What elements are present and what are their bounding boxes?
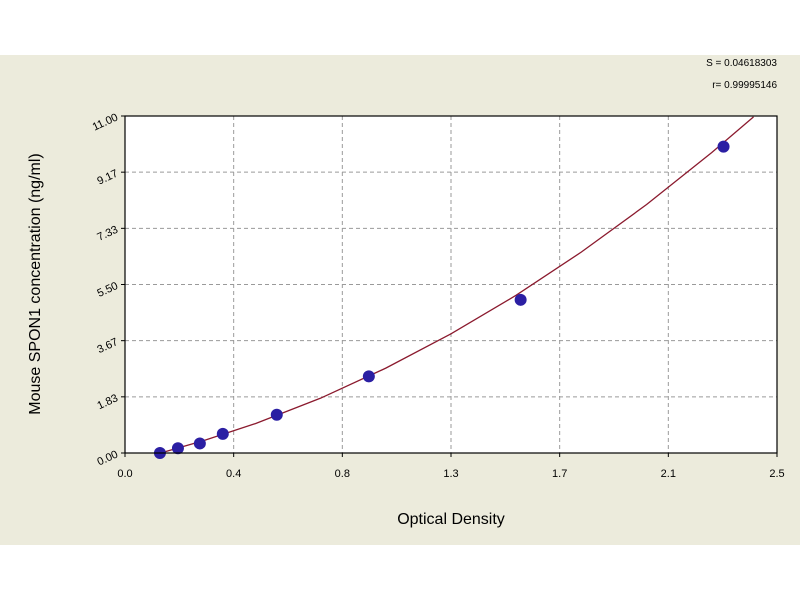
data-point [514, 293, 527, 306]
x-tick-label: 2.5 [769, 468, 784, 480]
y-axis-label: Mouse SPON1 concentration (ng/ml) [27, 153, 44, 414]
marks [153, 116, 754, 459]
annotation: S = 0.04618303 [706, 58, 777, 69]
fit-curve [161, 116, 754, 454]
x-tick-label: 0.8 [335, 468, 350, 480]
data-point [717, 140, 730, 153]
x-tick-label: 0.4 [226, 468, 241, 480]
data-point [270, 408, 283, 421]
annotation: r= 0.99995146 [712, 80, 777, 91]
x-tick-label: 0.0 [117, 468, 132, 480]
x-tick-label: 2.1 [661, 468, 676, 480]
x-tick-label: 1.3 [443, 468, 458, 480]
data-point [171, 442, 184, 455]
x-axis-label: Optical Density [397, 511, 505, 528]
data-point [362, 370, 375, 383]
x-tick-label: 1.7 [552, 468, 567, 480]
data-point [193, 437, 206, 450]
data-point [216, 427, 229, 440]
